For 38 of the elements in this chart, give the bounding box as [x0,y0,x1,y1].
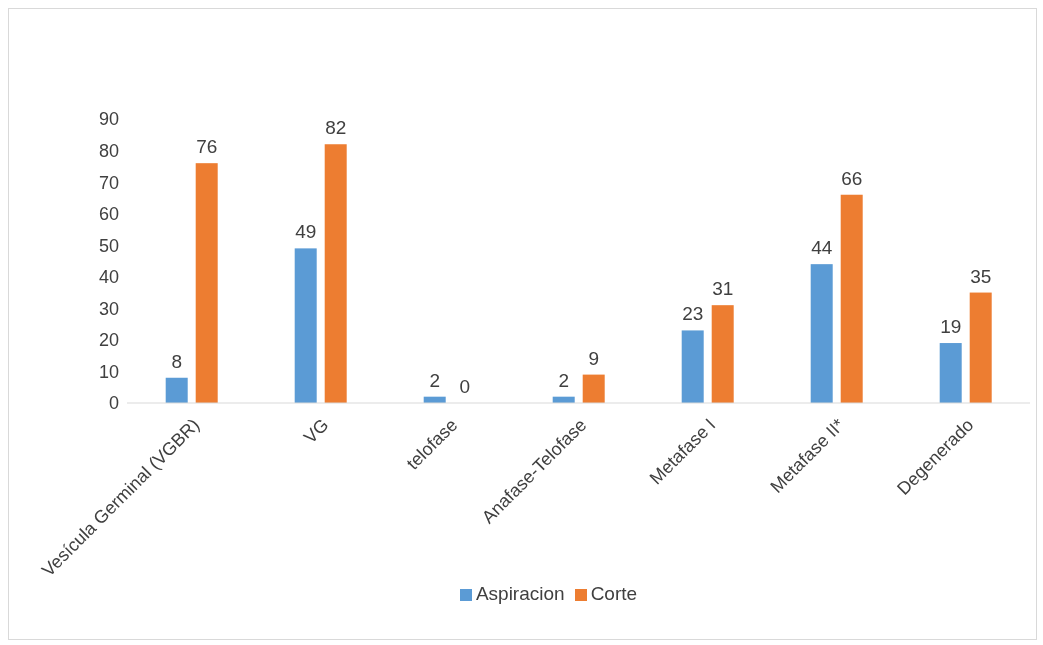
bar [939,343,962,403]
data-label: 2 [429,369,440,391]
data-label: 2 [558,369,569,391]
data-label: 9 [588,347,599,369]
data-label: 76 [196,136,218,158]
bar [840,194,863,403]
y-tick-label: 60 [98,204,119,225]
y-tick-label: 80 [98,140,119,161]
bar [810,264,833,403]
data-label: 31 [712,278,734,300]
data-label: 35 [970,265,992,287]
legend-label: Corte [590,583,638,604]
legend-label: Aspiracion [475,583,565,604]
bar [582,374,605,403]
bar [165,377,188,403]
data-label: 23 [682,303,704,325]
bar [969,292,992,403]
data-label: 49 [295,221,317,243]
data-label: 19 [940,316,962,338]
bar [711,305,734,403]
y-tick-label: 10 [98,361,119,382]
y-tick-label: 90 [98,109,119,130]
data-label: 8 [171,350,182,372]
x-tick-label: VG [299,414,333,448]
bar [195,163,218,403]
bar [324,144,347,403]
y-tick-label: 70 [98,172,119,193]
y-tick-label: 50 [98,235,119,256]
data-label: 66 [841,167,863,189]
data-label: 82 [325,117,347,139]
y-tick-label: 40 [98,267,119,288]
y-tick-label: 0 [108,393,119,414]
y-tick-label: 30 [98,298,119,319]
bar [681,330,704,403]
data-label: 44 [811,237,833,259]
data-label: 0 [459,376,470,397]
y-tick-label: 20 [98,330,119,351]
bar [294,248,317,403]
